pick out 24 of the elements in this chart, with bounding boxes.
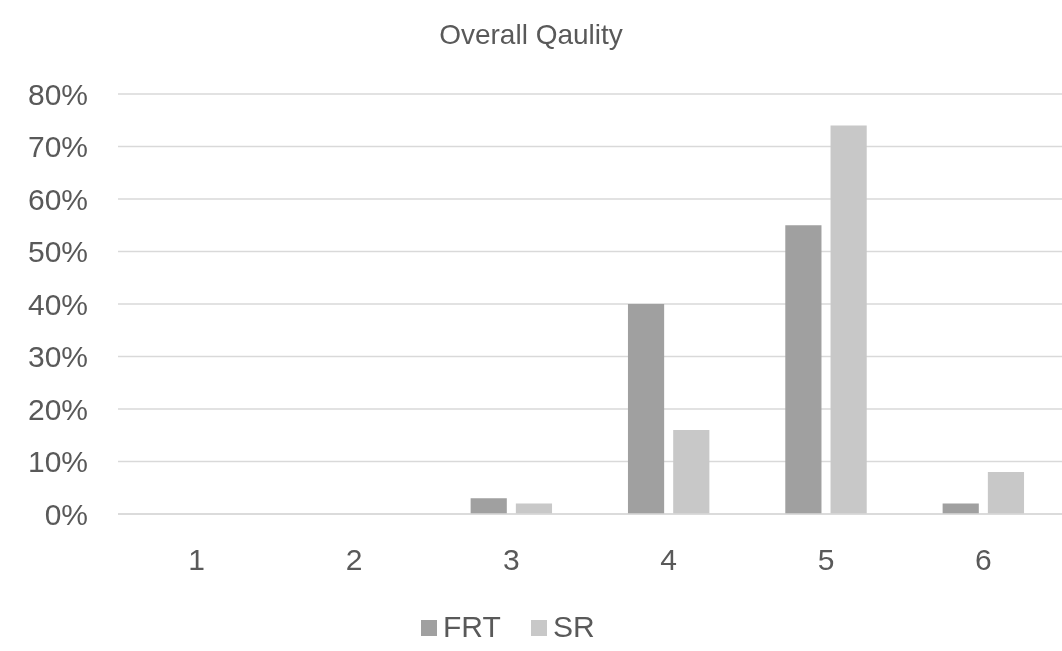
y-tick-label: 0% bbox=[44, 497, 88, 531]
bar bbox=[470, 498, 507, 514]
legend-label: SR bbox=[553, 610, 595, 643]
x-tick-label: 4 bbox=[660, 543, 678, 576]
bar bbox=[785, 225, 822, 514]
y-tick-label: 40% bbox=[27, 287, 88, 321]
x-tick-label: 3 bbox=[502, 543, 520, 576]
legend-label: FRT bbox=[443, 610, 501, 643]
x-tick-label: 2 bbox=[345, 543, 363, 576]
bar bbox=[987, 472, 1025, 514]
y-tick-label: 50% bbox=[27, 235, 88, 268]
bar bbox=[830, 125, 867, 514]
x-tick-label: 6 bbox=[974, 543, 992, 576]
x-tick-label: 5 bbox=[817, 543, 835, 576]
x-tick-label: 1 bbox=[188, 543, 206, 576]
y-tick-label: 60% bbox=[27, 182, 88, 216]
y-tick-label: 10% bbox=[27, 445, 88, 478]
chart-title: Overall Qaulity bbox=[439, 19, 623, 50]
y-tick-label: 30% bbox=[27, 340, 88, 373]
y-tick-label: 70% bbox=[27, 130, 88, 163]
bar bbox=[627, 304, 665, 514]
y-tick-label: 80% bbox=[27, 77, 88, 111]
y-tick-label: 20% bbox=[27, 392, 88, 426]
bar bbox=[673, 430, 710, 514]
